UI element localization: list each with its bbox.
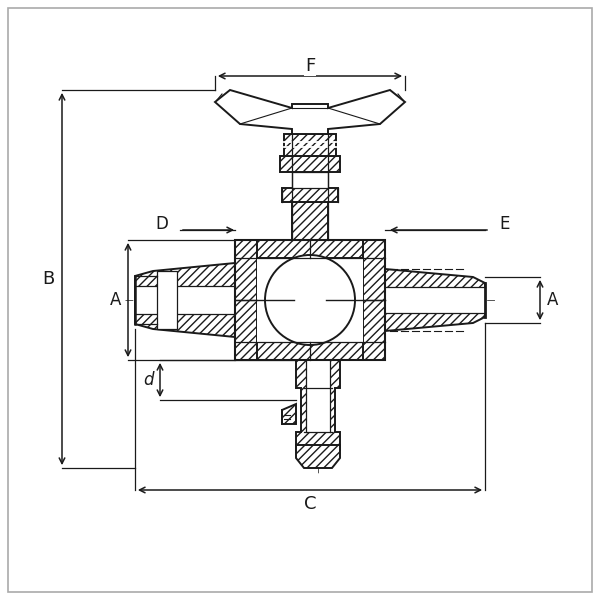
Text: C: C — [304, 495, 316, 513]
Polygon shape — [385, 269, 485, 331]
Bar — [250, 240, 370, 258]
Bar — [306, 360, 330, 432]
Polygon shape — [296, 360, 340, 450]
Text: A: A — [110, 291, 122, 309]
Polygon shape — [215, 90, 405, 134]
Bar — [235, 240, 257, 360]
Bar — [257, 258, 363, 342]
Text: B: B — [42, 270, 54, 288]
Polygon shape — [282, 404, 296, 424]
Bar — [280, 156, 340, 172]
Bar — [250, 342, 370, 360]
Bar — [385, 287, 485, 313]
Bar — [157, 271, 177, 329]
Bar — [135, 286, 235, 314]
Text: d: d — [143, 371, 153, 389]
Polygon shape — [296, 445, 340, 468]
Polygon shape — [135, 263, 235, 337]
Text: E: E — [500, 215, 510, 233]
Bar — [282, 188, 338, 202]
Bar — [292, 202, 328, 240]
Bar — [363, 240, 385, 360]
Text: D: D — [155, 215, 169, 233]
Bar — [284, 134, 336, 156]
Bar — [235, 240, 385, 360]
Bar — [292, 172, 328, 188]
Text: A: A — [547, 291, 559, 309]
Text: F: F — [305, 57, 315, 75]
Circle shape — [265, 255, 355, 345]
